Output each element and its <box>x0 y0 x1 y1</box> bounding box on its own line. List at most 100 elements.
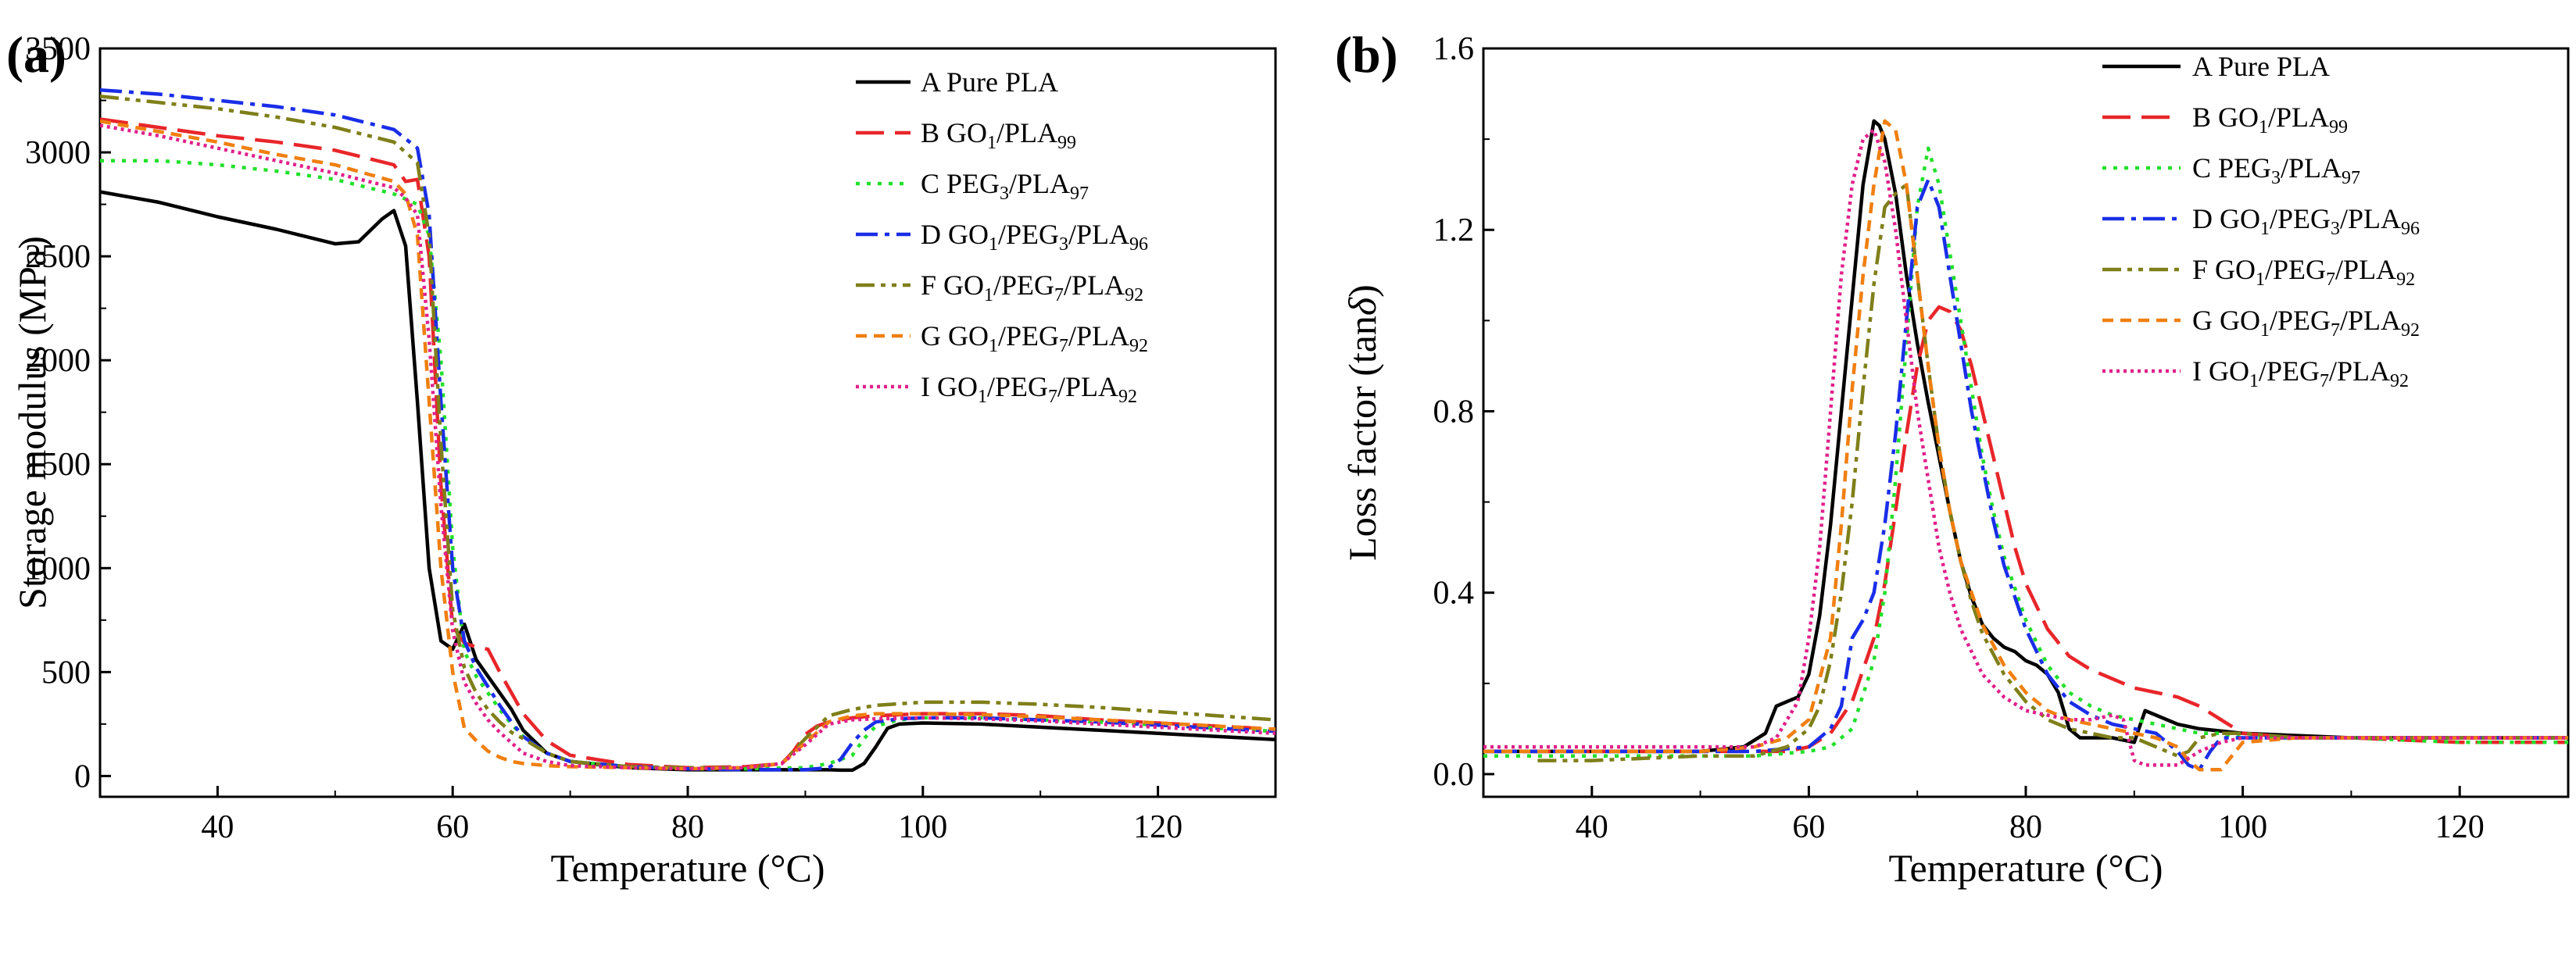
y-tick-label: 0.4 <box>1433 576 1475 612</box>
legend-label-text: I GO <box>921 371 978 402</box>
legend-label-text: /PEG <box>993 270 1054 301</box>
legend-subscript: 92 <box>2396 270 2415 290</box>
legend-subscript: 3 <box>1000 184 1009 204</box>
y-tick-label: 3500 <box>25 31 91 67</box>
legend-label-text: G GO <box>921 320 989 352</box>
legend-label: C PEG3/PLA97 <box>2192 152 2360 188</box>
legend-label-text: B GO <box>2192 102 2259 133</box>
series-line-F <box>100 94 1275 769</box>
legend-subscript: 7 <box>2320 371 2329 391</box>
y-tick-label: 1500 <box>25 447 91 483</box>
legend-label: G GO1/PEG7/PLA92 <box>921 320 1148 356</box>
x-tick-label: 40 <box>201 809 234 845</box>
legend-label: D GO1/PEG3/PLA96 <box>2192 203 2420 239</box>
plot-frame <box>1482 47 2570 798</box>
panel-b-loss-factor-chart: 40 60 80 100 120 0.0 0.4 0.8 1.2 1.6 Temperature (… <box>1335 27 2570 890</box>
legend-subscript: 3 <box>2331 219 2340 239</box>
legend-label-text: C PEG <box>2192 152 2271 184</box>
legend-label: C PEG3/PLA97 <box>921 168 1089 204</box>
series-line-G <box>100 119 1275 771</box>
y-tick-label: 2000 <box>25 343 91 379</box>
x-tick-label: 100 <box>898 809 947 845</box>
legend-label-text: /PLA <box>2281 152 2342 184</box>
legend-label-text: F GO <box>2192 254 2256 285</box>
legend-label: F GO1/PEG7/PLA92 <box>921 270 1143 305</box>
panel-label: (b) <box>1335 27 1398 84</box>
legend-subscript: 7 <box>1054 285 1064 305</box>
series-line-C <box>1483 146 2568 758</box>
legend-label: D GO1/PEG3/PLA96 <box>921 219 1148 255</box>
legend-subscript: 7 <box>2331 320 2340 341</box>
legend-subscript: 92 <box>2390 371 2409 391</box>
legend-label: A Pure PLA <box>921 66 1058 98</box>
legend-item-F: F GO1/PEG7/PLA92 <box>856 270 1143 305</box>
legend-label-text: D GO <box>2192 203 2260 234</box>
legend-label-text: /PLA <box>2268 102 2329 133</box>
legend-label-text: /PEG <box>998 320 1059 352</box>
x-tick-label: 120 <box>2435 809 2485 845</box>
series-line-C <box>100 159 1275 771</box>
series-lines <box>100 87 1275 773</box>
x-tick-label: 100 <box>2218 809 2267 845</box>
legend-label-text: /PLA <box>1068 219 1129 250</box>
x-tick-label: 60 <box>436 809 469 845</box>
legend-label: B GO1/PLA99 <box>2192 102 2348 137</box>
legend-label-text: /PEG <box>2270 305 2331 336</box>
legend-subscript: 99 <box>1057 133 1076 153</box>
legend-subscript: 7 <box>1059 336 1068 356</box>
series-line-I <box>100 123 1275 771</box>
legend-subscript: 3 <box>1059 234 1068 255</box>
x-tick-label: 60 <box>1792 809 1825 845</box>
legend-label: I GO1/PEG7/PLA92 <box>921 371 1137 407</box>
legend-subscript: 3 <box>2271 168 2281 188</box>
legend-label: I GO1/PEG7/PLA92 <box>2192 355 2409 391</box>
legend-label-text: /PLA <box>1009 168 1070 199</box>
panel-a-storage-modulus-chart: 40 60 80 100 120 0 500 1000 1500 2000 2500 3000 3500… <box>6 27 1277 890</box>
legend-subscript: 1 <box>2260 320 2270 341</box>
legend-item-G: G GO1/PEG7/PLA92 <box>856 320 1148 356</box>
legend-label-text: G GO <box>2192 305 2260 336</box>
legend-label-text: /PEG <box>2259 355 2320 387</box>
legend-label-text: /PLA <box>1057 371 1118 402</box>
legend-subscript: 99 <box>2329 117 2348 137</box>
legend-item-B: B GO1/PLA99 <box>856 117 1076 153</box>
legend-subscript: 7 <box>1048 387 1057 407</box>
series-line-A <box>1483 119 2568 754</box>
legend-item-I: I GO1/PEG7/PLA92 <box>2102 355 2409 391</box>
legend-item-C: C PEG3/PLA97 <box>856 168 1089 204</box>
y-tick-label: 1.6 <box>1433 31 1475 67</box>
legend-subscript: 1 <box>987 133 996 153</box>
legend-subscript: 1 <box>978 387 987 407</box>
series-line-D <box>100 87 1275 772</box>
legend-label-text: I GO <box>2192 355 2249 387</box>
legend-label-text: /PLA <box>2329 355 2390 387</box>
legend-label-text: /PEG <box>987 371 1048 402</box>
series-line-I <box>1483 128 2568 767</box>
legend-subscript: 92 <box>1118 387 1137 407</box>
x-tick-label: 80 <box>671 809 704 845</box>
x-tick-label: 120 <box>1133 809 1182 845</box>
x-tick-label: 40 <box>1576 809 1608 845</box>
legend-subscript: 1 <box>2249 371 2259 391</box>
series-line-B <box>100 117 1275 769</box>
x-axis-label: Temperature (°C) <box>550 846 825 890</box>
legend-subscript: 1 <box>989 234 998 255</box>
legend-subscript: 1 <box>2260 219 2270 239</box>
legend-label-text: /PLA <box>2335 254 2396 285</box>
y-tick-label: 0 <box>74 759 91 794</box>
legend-label-text: B GO <box>921 117 987 148</box>
legend-label: F GO1/PEG7/PLA92 <box>2192 254 2415 290</box>
y-tick-label: 0.8 <box>1433 394 1475 430</box>
legend-label-text: /PEG <box>2270 203 2331 234</box>
legend-item-C: C PEG3/PLA97 <box>2102 152 2360 188</box>
y-axis-label-text: Loss factor (tan <box>1340 316 1384 561</box>
legend-subscript: 1 <box>2259 117 2268 137</box>
y-axis-label-paren: ) <box>1340 284 1384 298</box>
legend-item-I: I GO1/PEG7/PLA92 <box>856 371 1137 407</box>
legend-label: G GO1/PEG7/PLA92 <box>2192 305 2420 341</box>
legend-subscript: 96 <box>1129 234 1148 255</box>
y-tick-label: 500 <box>41 655 91 691</box>
y-axis-label-delta: δ <box>1340 297 1384 316</box>
